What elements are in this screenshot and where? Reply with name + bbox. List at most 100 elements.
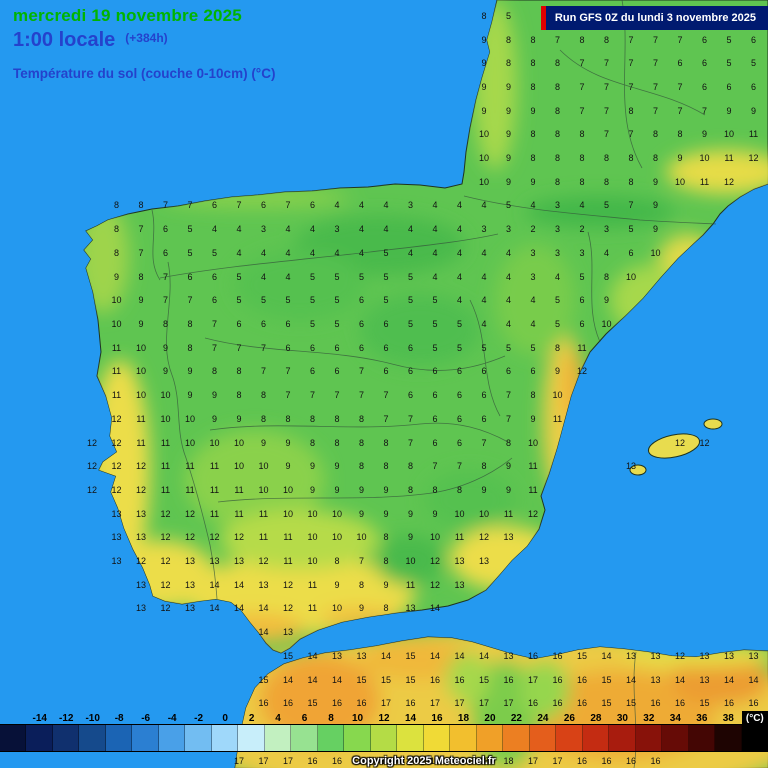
temp-value: 10	[209, 438, 220, 448]
temp-value: 16	[601, 756, 612, 766]
scale-cell	[211, 725, 239, 751]
temp-value: 12	[86, 485, 98, 495]
temp-value: 11	[528, 485, 538, 495]
scale-tick-label: 16	[431, 713, 443, 724]
temp-value: 11	[699, 177, 710, 187]
menorca-island	[703, 418, 723, 430]
scale-tick-label: -4	[167, 713, 177, 724]
temp-value: 5	[750, 58, 757, 68]
temp-value: 9	[138, 295, 144, 305]
header: mercredi 19 novembre 2025 1:00 locale (+3…	[13, 6, 275, 81]
temp-value: 15	[601, 675, 612, 685]
temp-value: 16	[405, 698, 416, 708]
temp-value: 11	[185, 461, 195, 471]
scale-tick-label: 22	[510, 713, 522, 724]
temp-value: 4	[554, 272, 561, 282]
temp-value: 7	[358, 390, 365, 400]
scale-cell	[582, 725, 610, 751]
temp-value: 10	[282, 485, 294, 495]
temp-value: 16	[331, 698, 343, 708]
temp-value: 4	[481, 272, 487, 282]
temp-value: 8	[309, 414, 316, 424]
temp-value: 4	[456, 248, 463, 258]
temp-value: 4	[383, 224, 389, 234]
scale-cell	[635, 725, 663, 751]
temp-value: 6	[383, 319, 389, 329]
temp-value: 8	[481, 461, 487, 471]
color-scale-bar	[0, 724, 768, 752]
scale-cell	[344, 725, 371, 751]
temp-value: 6	[187, 272, 193, 282]
temp-value: 6	[432, 438, 438, 448]
temp-value: 10	[233, 461, 245, 471]
temp-value: 9	[309, 485, 316, 495]
scale-tick-label: 26	[563, 713, 575, 724]
temp-value: 4	[407, 224, 414, 234]
temp-value: 11	[136, 414, 146, 424]
temp-value: 8	[358, 461, 365, 471]
temp-value: 12	[184, 509, 196, 519]
temp-value: 11	[209, 461, 220, 471]
temp-value: 17	[405, 756, 416, 766]
temp-value: 13	[650, 651, 661, 661]
temp-value: 15	[576, 651, 588, 661]
scale-tick-label: -14	[32, 713, 47, 724]
temp-value: 7	[456, 461, 463, 471]
temp-value: 5	[187, 248, 193, 258]
temp-value: 6	[211, 272, 218, 282]
scale-tick-label: -8	[114, 713, 124, 724]
temp-value: 8	[285, 414, 291, 424]
temp-value: 9	[505, 485, 512, 495]
temp-value: 12	[135, 485, 147, 495]
temp-value: 16	[527, 698, 539, 708]
temp-value: 6	[579, 319, 585, 329]
temp-value: 4	[211, 224, 218, 234]
temp-value: 12	[478, 532, 490, 542]
temp-value: 15	[258, 675, 269, 685]
temp-value: 15	[356, 756, 367, 766]
temp-value: 7	[407, 438, 414, 448]
temp-value: 11	[258, 509, 269, 519]
temp-value: 8	[138, 200, 144, 210]
temp-value: 15	[356, 675, 367, 685]
temp-value: 9	[334, 461, 340, 471]
temp-value: 10	[331, 603, 343, 613]
scale-cell	[397, 725, 424, 751]
temp-value: 10	[307, 509, 318, 519]
temp-value: 5	[211, 248, 218, 258]
temp-value: 16	[307, 756, 318, 766]
temp-value: 6	[236, 319, 242, 329]
temp-value: 10	[625, 272, 637, 282]
temp-value: 9	[481, 58, 487, 68]
temp-value: 3	[554, 248, 561, 258]
temp-value: 9	[505, 461, 512, 471]
temp-value: 10	[674, 177, 686, 187]
temp-value: 17	[429, 756, 441, 766]
temp-value: 12	[86, 438, 98, 448]
temp-value: 9	[187, 390, 193, 400]
temp-value: 4	[309, 248, 316, 258]
scale-tick-label: -2	[194, 713, 204, 724]
scale-tick-label: -10	[85, 713, 100, 724]
temp-value: 10	[111, 295, 122, 305]
temp-value: 6	[162, 224, 169, 234]
temp-value: 8	[260, 414, 267, 424]
temp-value: 8	[309, 438, 316, 448]
temp-value: 5	[309, 295, 316, 305]
scale-cell	[503, 725, 530, 751]
temp-value: 10	[429, 532, 441, 542]
temp-value: 6	[211, 295, 218, 305]
temp-value: 12	[111, 414, 122, 424]
temp-value: 5	[260, 295, 267, 305]
temp-value: 8	[407, 485, 414, 495]
scale-cell	[741, 725, 768, 751]
temp-value: 5	[505, 343, 512, 353]
temp-value: 15	[625, 698, 637, 708]
temp-value: 16	[576, 675, 588, 685]
temp-value: 9	[481, 35, 487, 45]
temp-value: 9	[285, 438, 291, 448]
temp-value: 11	[283, 532, 293, 542]
temp-value: 11	[234, 485, 244, 495]
temp-value: 13	[478, 556, 490, 566]
